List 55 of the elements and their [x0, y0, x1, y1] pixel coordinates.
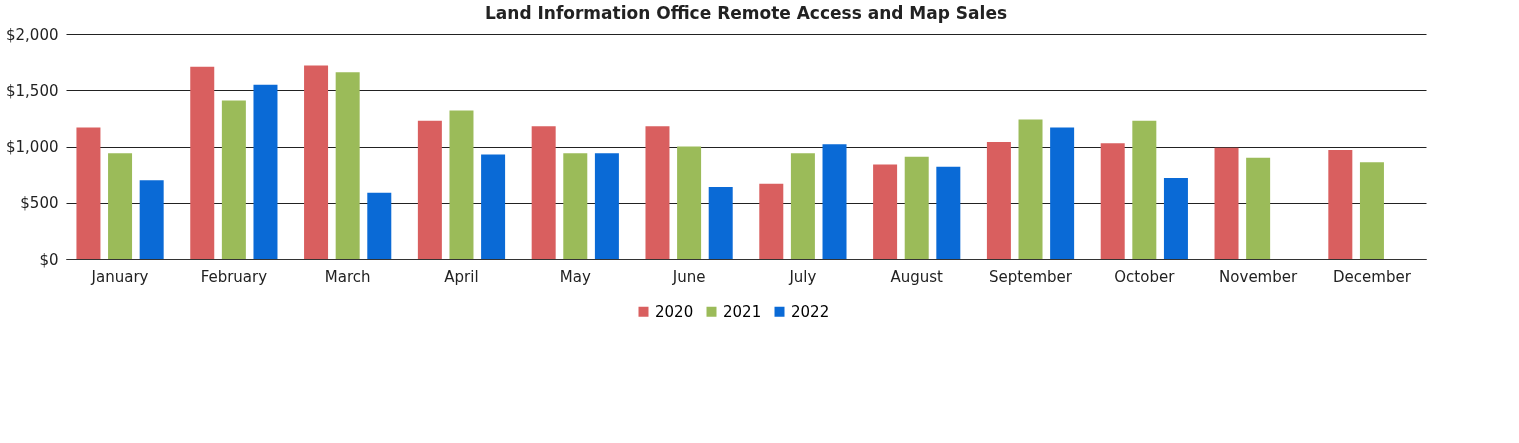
bar [904, 156, 929, 259]
bar [449, 110, 474, 259]
legend-label: 2022 [791, 302, 830, 321]
legend-label: 2021 [723, 302, 762, 321]
y-tick-label: $1,000 [6, 138, 59, 156]
x-tick-label: August [890, 267, 944, 286]
y-tick-label: $2,000 [6, 25, 59, 44]
bar [1328, 149, 1353, 259]
x-tick-label: June [671, 267, 706, 286]
bar [1018, 119, 1043, 259]
bar [367, 192, 392, 259]
x-tick-label: December [1333, 267, 1412, 286]
bar [1163, 178, 1188, 259]
bar [873, 164, 898, 259]
bar [1050, 127, 1075, 259]
bar [790, 153, 815, 259]
bar [1359, 162, 1384, 259]
bar [708, 187, 733, 259]
x-tick-label: March [324, 267, 371, 286]
bar [221, 100, 246, 259]
x-tick-label: January [90, 267, 149, 286]
x-tick-label: May [559, 267, 591, 286]
bar [417, 120, 442, 259]
x-tick-label: February [200, 267, 268, 286]
bar [1100, 143, 1125, 259]
bar [253, 84, 278, 259]
x-tick-label: October [1114, 267, 1176, 286]
bar [1214, 147, 1239, 259]
y-tick-label: $500 [20, 194, 59, 213]
chart-title: Land Information Office Remote Access and Map Sales [484, 3, 1008, 23]
bar [986, 142, 1011, 259]
bar [481, 154, 506, 259]
bar [936, 166, 961, 259]
x-tick-label: July [788, 267, 817, 286]
bar [76, 127, 101, 259]
bar [139, 180, 164, 259]
legend-label: 2020 [655, 302, 694, 321]
bar [1132, 120, 1157, 259]
bar [677, 146, 702, 259]
bar [1246, 157, 1271, 259]
bar [563, 153, 588, 259]
y-tick-label: $0 [39, 250, 59, 269]
x-tick-label: November [1219, 267, 1298, 286]
bar [304, 65, 329, 259]
bar [759, 183, 784, 259]
bar [108, 153, 133, 259]
bar [822, 144, 847, 259]
bar [531, 126, 556, 259]
bar [645, 126, 670, 259]
y-tick-label: $1,500 [6, 81, 59, 100]
x-tick-label: April [444, 267, 479, 286]
bar [594, 153, 619, 259]
x-tick-label: September [989, 267, 1073, 286]
bar [335, 72, 360, 259]
bar [190, 66, 215, 259]
